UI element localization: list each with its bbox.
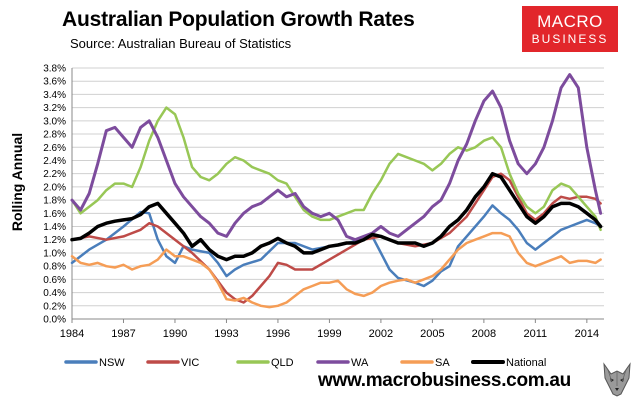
y-tick-label: 0.2% bbox=[43, 301, 66, 312]
y-tick-label: 1.8% bbox=[43, 196, 66, 207]
x-tick-label: 2011 bbox=[524, 328, 548, 340]
legend: NSW VIC QLD WA SA National bbox=[64, 357, 546, 369]
y-tick-label: 3.4% bbox=[43, 90, 66, 101]
series-line-sa bbox=[70, 231, 602, 309]
series-line-national bbox=[70, 171, 603, 262]
y-axis-ticks: 0.0% 0.2% 0.4% 0.6% 0.8% 1.0% 1.2% 1.4% 1.6% 1.8%… bbox=[43, 64, 66, 326]
x-tick-label: 1993 bbox=[214, 328, 238, 340]
x-tick-label: 2014 bbox=[575, 328, 599, 340]
chart-subtitle: Source: Australian Bureau of Statistics bbox=[70, 36, 292, 51]
y-tick-label: 3.8% bbox=[43, 64, 66, 75]
y-tick-label: 1.2% bbox=[43, 235, 66, 246]
x-tick-label: 2005 bbox=[420, 328, 444, 340]
y-tick-label: 1.6% bbox=[43, 209, 66, 220]
y-tick-label: 0.8% bbox=[43, 262, 66, 273]
logo-line-1: MACRO bbox=[537, 12, 603, 31]
x-tick-label: 1996 bbox=[266, 328, 290, 340]
wolf-icon bbox=[598, 360, 636, 398]
y-tick-label: 2.6% bbox=[43, 143, 66, 154]
y-tick-label: 3.0% bbox=[43, 116, 66, 127]
x-tick-label: 1999 bbox=[317, 328, 341, 340]
series-lines bbox=[70, 73, 603, 309]
x-axis-ticks: 1984 1987 1990 1993 1996 1999 2002 2005 2008 2011… bbox=[60, 319, 599, 340]
x-tick-label: 2002 bbox=[369, 328, 393, 340]
x-tick-label: 1987 bbox=[111, 328, 135, 340]
x-tick-label: 2008 bbox=[472, 328, 496, 340]
y-tick-label: 2.2% bbox=[43, 169, 66, 180]
series-line-nsw bbox=[70, 204, 602, 288]
legend-label-national: National bbox=[506, 357, 546, 369]
y-tick-label: 0.0% bbox=[43, 315, 66, 326]
legend-label-vic: VIC bbox=[181, 357, 199, 369]
y-tick-label: 2.0% bbox=[43, 182, 66, 193]
series-line-qld bbox=[70, 106, 602, 232]
website-url: www.macrobusiness.com.au bbox=[318, 370, 571, 391]
y-tick-label: 2.8% bbox=[43, 130, 66, 141]
series-line-wa bbox=[70, 73, 603, 242]
series-line-vic bbox=[70, 172, 602, 304]
legend-label-qld: QLD bbox=[271, 357, 294, 369]
y-tick-label: 1.0% bbox=[43, 248, 66, 259]
y-tick-label: 0.6% bbox=[43, 275, 66, 286]
y-tick-label: 3.2% bbox=[43, 103, 66, 114]
macro-business-logo: MACRO BUSINESS bbox=[522, 6, 618, 52]
logo-line-2: BUSINESS bbox=[531, 32, 609, 46]
x-tick-label: 1990 bbox=[163, 328, 187, 340]
legend-label-wa: WA bbox=[351, 357, 369, 369]
y-tick-label: 3.6% bbox=[43, 77, 66, 88]
chart-title: Australian Population Growth Rates bbox=[62, 8, 415, 31]
legend-label-sa: SA bbox=[435, 357, 450, 369]
legend-label-nsw: NSW bbox=[99, 357, 125, 369]
x-tick-label: 1984 bbox=[60, 328, 84, 340]
y-tick-label: 0.4% bbox=[43, 288, 66, 299]
y-tick-label: 1.4% bbox=[43, 222, 66, 233]
y-tick-label: 2.4% bbox=[43, 156, 66, 167]
